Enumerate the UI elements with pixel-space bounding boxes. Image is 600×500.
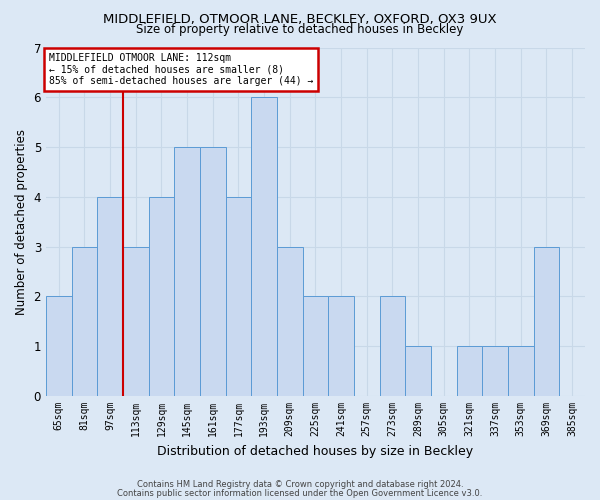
Bar: [380, 296, 406, 396]
Bar: [406, 346, 431, 396]
Text: Size of property relative to detached houses in Beckley: Size of property relative to detached ho…: [136, 22, 464, 36]
Bar: [251, 98, 277, 396]
Bar: [46, 296, 71, 396]
Text: Contains HM Land Registry data © Crown copyright and database right 2024.: Contains HM Land Registry data © Crown c…: [137, 480, 463, 489]
Text: MIDDLEFIELD OTMOOR LANE: 112sqm
← 15% of detached houses are smaller (8)
85% of : MIDDLEFIELD OTMOOR LANE: 112sqm ← 15% of…: [49, 52, 313, 86]
Bar: [226, 197, 251, 396]
X-axis label: Distribution of detached houses by size in Beckley: Distribution of detached houses by size …: [157, 444, 473, 458]
Text: Contains public sector information licensed under the Open Government Licence v3: Contains public sector information licen…: [118, 488, 482, 498]
Bar: [149, 197, 174, 396]
Bar: [482, 346, 508, 396]
Bar: [328, 296, 354, 396]
Bar: [174, 147, 200, 396]
Bar: [508, 346, 533, 396]
Bar: [123, 246, 149, 396]
Bar: [533, 246, 559, 396]
Bar: [97, 197, 123, 396]
Y-axis label: Number of detached properties: Number of detached properties: [15, 129, 28, 315]
Text: MIDDLEFIELD, OTMOOR LANE, BECKLEY, OXFORD, OX3 9UX: MIDDLEFIELD, OTMOOR LANE, BECKLEY, OXFOR…: [103, 12, 497, 26]
Bar: [457, 346, 482, 396]
Bar: [277, 246, 302, 396]
Bar: [302, 296, 328, 396]
Bar: [71, 246, 97, 396]
Bar: [200, 147, 226, 396]
